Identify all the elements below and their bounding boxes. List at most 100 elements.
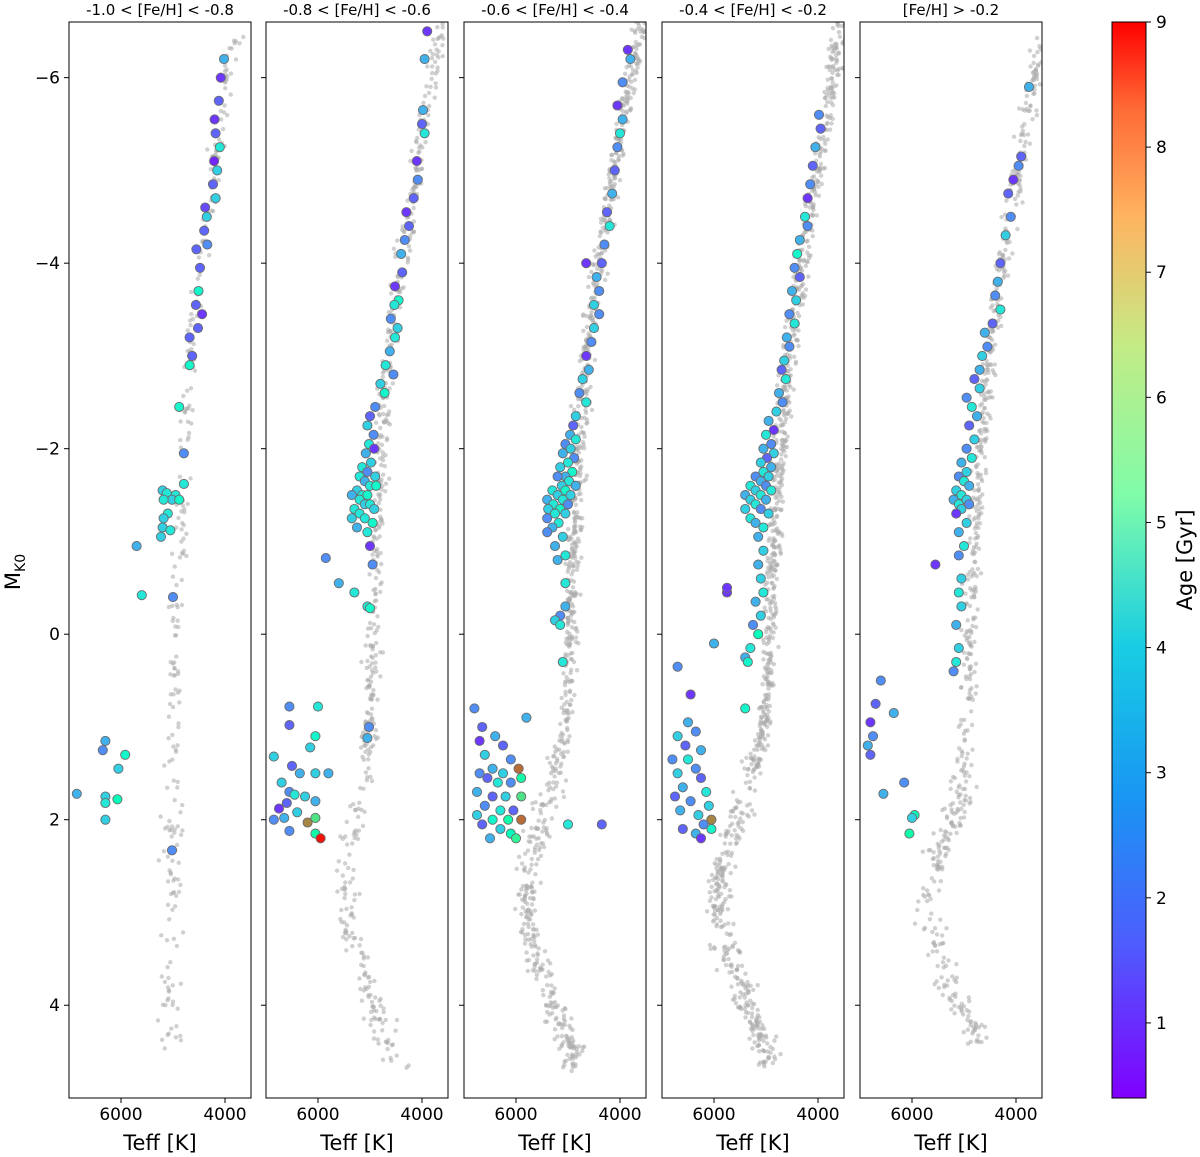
star-point	[953, 587, 964, 598]
background-star	[769, 556, 774, 561]
background-star	[560, 1008, 565, 1013]
background-star	[573, 1044, 578, 1049]
background-star	[752, 738, 758, 743]
background-star	[188, 386, 194, 391]
background-star	[233, 39, 238, 44]
star-point	[474, 768, 485, 779]
background-star	[795, 337, 800, 343]
star-point	[581, 350, 592, 361]
star-point	[312, 701, 324, 712]
star-point	[982, 341, 993, 352]
background-star	[576, 560, 581, 565]
background-star	[840, 39, 844, 45]
background-star	[1020, 200, 1025, 205]
background-star	[729, 850, 735, 856]
star-point	[516, 772, 527, 784]
background-star	[607, 176, 612, 181]
background-star	[774, 576, 779, 582]
background-star	[1037, 43, 1042, 49]
background-star	[368, 979, 373, 985]
star-point	[777, 397, 788, 408]
background-star	[735, 963, 741, 969]
background-star	[626, 91, 631, 97]
background-star	[605, 230, 610, 235]
background-star	[360, 754, 365, 759]
background-star	[177, 474, 183, 479]
background-star	[369, 692, 374, 697]
star-point	[365, 457, 377, 468]
background-star	[711, 912, 716, 917]
background-star	[569, 667, 574, 672]
background-star	[975, 482, 981, 487]
background-star	[565, 1052, 570, 1058]
background-star	[823, 148, 828, 154]
background-star	[925, 898, 930, 904]
background-star	[761, 745, 766, 750]
background-star	[1003, 247, 1008, 253]
background-star	[336, 859, 341, 864]
background-star	[528, 942, 533, 947]
background-star	[767, 670, 773, 676]
background-star	[349, 912, 354, 917]
background-star	[562, 682, 568, 688]
background-star	[979, 392, 984, 398]
background-star	[761, 1059, 767, 1065]
background-star	[819, 173, 824, 178]
background-star	[408, 233, 413, 238]
background-star	[746, 766, 751, 771]
age-stars	[469, 44, 636, 844]
background-star	[982, 395, 987, 400]
background-star	[758, 771, 763, 776]
background-star	[1039, 60, 1042, 65]
background-star	[959, 754, 964, 759]
background-star	[570, 568, 576, 574]
star-point	[184, 360, 195, 371]
background-star	[549, 796, 554, 802]
background-star	[393, 254, 398, 260]
background-star	[966, 1014, 971, 1019]
background-star	[787, 400, 792, 405]
background-star	[970, 623, 975, 629]
background-star	[357, 943, 362, 948]
background-star	[596, 252, 602, 257]
y-tick-label: −6	[35, 69, 60, 89]
background-star	[709, 872, 715, 878]
background-star	[972, 584, 978, 590]
star-point	[958, 541, 970, 552]
x-tick-label: 6000	[494, 1105, 537, 1125]
background-star	[181, 393, 186, 399]
background-star	[358, 986, 363, 992]
background-star	[174, 943, 180, 949]
background-star	[758, 1033, 763, 1038]
star-point	[763, 415, 774, 426]
star-point	[703, 800, 714, 811]
background-star	[1023, 139, 1028, 145]
background-star	[967, 801, 972, 806]
background-star	[836, 66, 841, 72]
background-star	[961, 815, 967, 820]
background-star	[167, 868, 172, 873]
background-star	[538, 965, 543, 970]
background-star	[170, 1002, 175, 1008]
background-star	[371, 622, 377, 627]
background-star	[749, 755, 754, 761]
background-star	[378, 996, 383, 1002]
background-star	[939, 933, 945, 938]
star-point	[607, 188, 618, 199]
background-star	[1025, 132, 1031, 137]
background-star	[167, 818, 172, 824]
background-star	[415, 135, 420, 141]
background-star	[342, 861, 348, 866]
background-star	[758, 735, 763, 740]
panel-title: -0.4 < [Fe/H] < -0.2	[679, 1, 827, 19]
background-star	[759, 715, 765, 720]
background-star	[343, 927, 348, 932]
background-star	[967, 998, 972, 1004]
background-star	[521, 921, 527, 927]
background-star	[766, 575, 771, 580]
star-point	[505, 754, 516, 765]
background-star	[742, 766, 747, 771]
star-point	[758, 545, 769, 556]
